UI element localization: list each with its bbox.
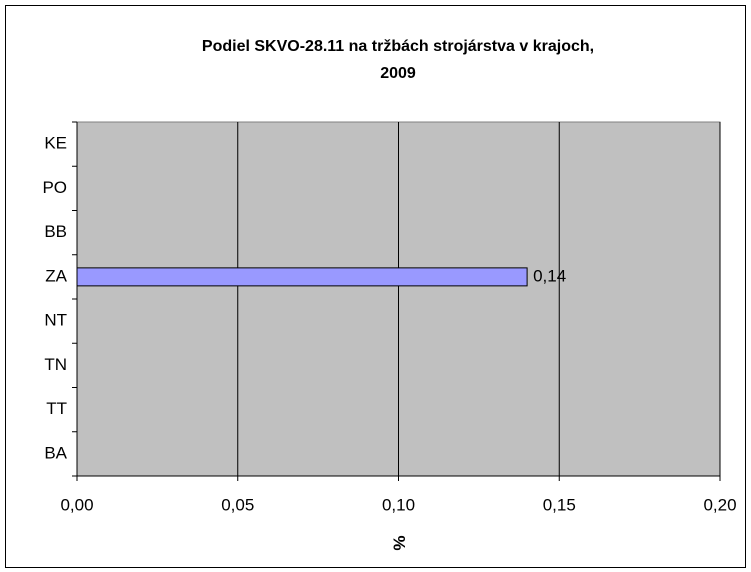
y-tick-label: NT — [44, 311, 67, 330]
x-tick-label: 0,20 — [703, 495, 736, 514]
y-tick-label: KE — [44, 134, 67, 153]
y-tick-label: TN — [44, 355, 67, 374]
x-tick-label: 0,15 — [543, 495, 576, 514]
y-tick-label: PO — [42, 178, 67, 197]
y-tick-label: TT — [46, 399, 67, 418]
data-label: 0,14 — [533, 266, 566, 285]
x-tick-label: 0,00 — [60, 495, 93, 514]
y-tick-label: ZA — [45, 266, 67, 285]
x-axis-label: % — [390, 535, 409, 550]
chart-title: Podiel SKVO-28.11 na tržbách strojárstva… — [202, 38, 594, 55]
chart-title: 2009 — [380, 65, 416, 82]
x-tick-label: 0,05 — [221, 495, 254, 514]
x-tick-label: 0,10 — [382, 495, 415, 514]
bar — [76, 267, 528, 287]
y-tick-label: BA — [44, 443, 67, 462]
y-tick-label: BB — [44, 222, 67, 241]
